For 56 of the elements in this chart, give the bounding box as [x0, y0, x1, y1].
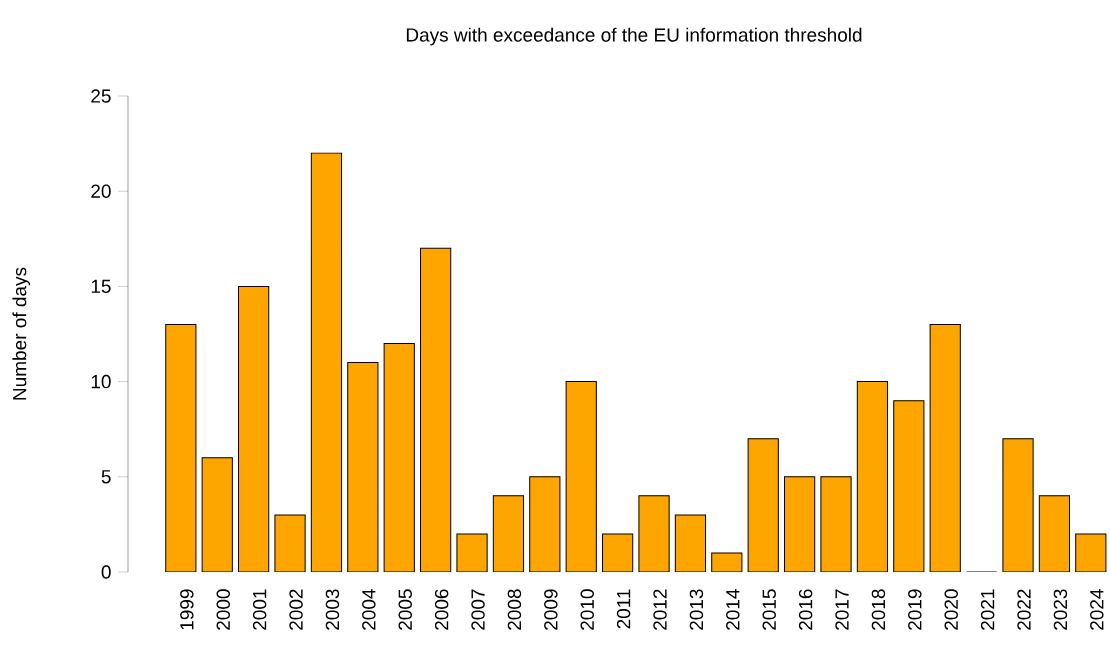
x-tick-label: 2009 — [544, 589, 558, 630]
x-tick-label: 2002 — [289, 589, 303, 630]
bar — [602, 533, 633, 572]
bar — [384, 343, 415, 572]
x-tick-label: 2014 — [726, 589, 740, 630]
bar — [165, 324, 196, 572]
bar — [748, 438, 779, 572]
x-tick-label: 2021 — [980, 589, 995, 630]
x-tick-label: 2008 — [507, 589, 522, 630]
chart-title: Days with exceedance of the EU information threshold — [406, 27, 862, 46]
x-tick-label: 2020 — [944, 589, 958, 630]
y-tick-label: 25 — [91, 89, 111, 103]
x-tick-label: 1999 — [180, 589, 194, 630]
bar — [857, 381, 888, 572]
bar — [202, 457, 233, 572]
x-tick-label: 2000 — [216, 589, 230, 630]
x-tick-label: 2015 — [762, 589, 776, 630]
x-tick-label: 2010 — [580, 589, 594, 630]
x-tick-label: 2007 — [471, 589, 485, 630]
bar — [930, 324, 961, 572]
bar — [675, 514, 706, 572]
y-tick-label: 10 — [91, 374, 111, 389]
x-tick-label: 2013 — [689, 589, 704, 630]
x-tick-label: 2017 — [835, 589, 849, 630]
x-tick-label: 2018 — [871, 589, 886, 630]
x-tick-label: 2005 — [398, 589, 412, 630]
x-tick-label: 2006 — [434, 589, 449, 630]
bar — [1075, 533, 1107, 572]
bar — [820, 476, 852, 572]
bar — [638, 495, 670, 572]
x-tick-label: 2003 — [325, 589, 340, 630]
x-tick-label: 2016 — [798, 589, 813, 630]
x-tick-label: 2024 — [1090, 589, 1104, 630]
y-axis-title: Number of days — [12, 267, 31, 400]
bar — [566, 381, 597, 572]
x-tick-label: 2022 — [1017, 589, 1031, 630]
x-tick-label: 2001 — [252, 589, 267, 630]
x-tick-label: 2004 — [362, 589, 376, 630]
y-tick-label: 20 — [91, 184, 111, 198]
x-tick-label: 2023 — [1053, 589, 1068, 630]
bar — [311, 153, 342, 572]
bar — [420, 248, 451, 572]
bar — [784, 476, 815, 572]
bar — [347, 362, 378, 572]
y-tick-label: 5 — [101, 470, 111, 484]
bar — [238, 286, 269, 572]
bar — [893, 400, 924, 572]
bar — [1039, 495, 1070, 572]
bar — [493, 495, 524, 572]
x-tick-label: 2012 — [653, 589, 667, 630]
x-tick-label: 2019 — [908, 589, 922, 630]
y-tick-label: 15 — [91, 279, 111, 294]
bar — [529, 476, 560, 572]
x-tick-label: 2011 — [616, 589, 631, 629]
bar — [1002, 438, 1034, 572]
y-tick-label: 0 — [101, 565, 111, 579]
